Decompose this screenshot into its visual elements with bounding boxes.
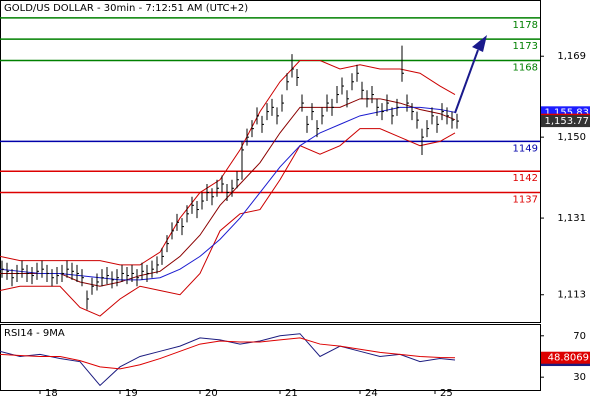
arrow-head: [472, 35, 487, 52]
y-tick-label: 1,131: [557, 213, 586, 224]
panel-frame: [0, 324, 541, 391]
forecast-arrow: [454, 35, 487, 114]
chart-title: GOLD/US DOLLAR - 30min - 7:12:51 AM (UTC…: [4, 3, 248, 14]
x-tick-label: 19: [125, 388, 138, 399]
price-marker-label: 1,153.77: [544, 116, 589, 127]
series-line: [0, 337, 456, 370]
panel-frame: [0, 0, 541, 323]
price-panel: 1,113 1,131 1,150 1,169 1178 1173 1168 1149 1142…: [0, 0, 590, 323]
value-marker: [541, 351, 590, 364]
series-line: [0, 128, 456, 317]
level-label: 1178: [513, 20, 538, 31]
series-line: [0, 333, 456, 387]
level-label: 1149: [513, 143, 538, 154]
x-tick-label: 24: [365, 388, 378, 399]
rsi-panel: 307018192021242546.561748.8069: [0, 324, 590, 399]
arrow-line: [454, 49, 479, 114]
value-marker-label: 48.8069: [548, 353, 589, 364]
y-tick-label: 70: [573, 331, 586, 342]
y-tick-label: 30: [573, 372, 586, 383]
level-label: 1137: [513, 195, 538, 206]
x-tick-label: 20: [205, 388, 218, 399]
rsi-title: RSI14 - 9MA: [4, 328, 65, 339]
x-tick-label: 25: [440, 388, 453, 399]
level-label: 1173: [513, 41, 538, 52]
level-label: 1168: [513, 62, 538, 73]
level-label: 1142: [513, 173, 538, 184]
y-tick-label: 1,150: [557, 132, 586, 143]
price-marker-label: 1,155.83: [544, 107, 589, 118]
series-line: [0, 59, 456, 266]
y-tick-label: 1,169: [557, 51, 586, 62]
x-tick-label: 21: [285, 388, 298, 399]
price-marker: [541, 115, 590, 128]
y-tick-label: 1,113: [557, 290, 586, 301]
x-tick-label: 18: [45, 388, 58, 399]
